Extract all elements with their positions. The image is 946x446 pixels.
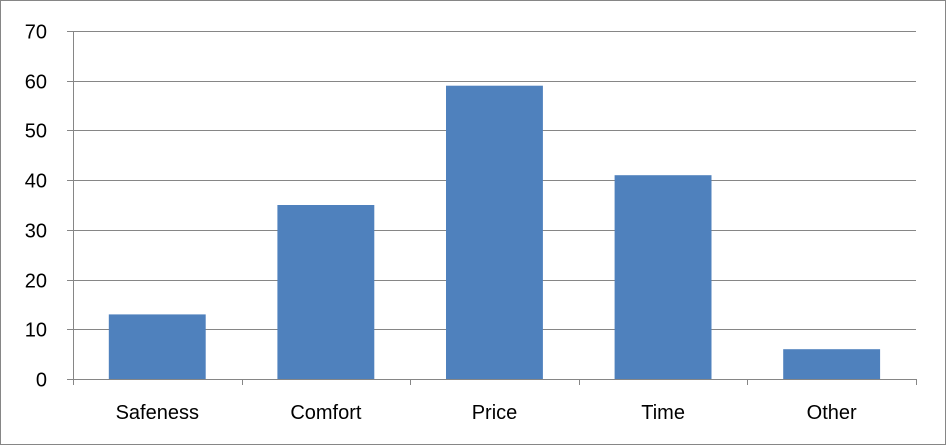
y-tick-label: 50 [25, 121, 47, 143]
bar-comfort [277, 205, 375, 379]
bar-other [783, 349, 881, 379]
x-tick-label-comfort: Comfort [290, 402, 362, 424]
y-tick-label: 20 [25, 271, 47, 293]
y-tick-label: 10 [25, 320, 47, 342]
axes [67, 31, 917, 385]
x-tick-labels: Safeness Comfort Price Time Other [116, 402, 857, 424]
y-tick-label: 60 [25, 72, 47, 94]
x-tick-label-time: Time [641, 402, 685, 424]
x-tick-label-price: Price [472, 402, 518, 424]
bar-time [614, 175, 712, 379]
x-tick-label-other: Other [807, 402, 857, 424]
bar-safeness [108, 314, 206, 379]
x-tick-label-safeness: Safeness [116, 402, 199, 424]
y-tick-label: 40 [25, 171, 47, 193]
y-tick-label: 30 [25, 221, 47, 243]
bar-price [446, 85, 543, 379]
y-tick-labels: 0 10 20 30 40 50 60 70 [25, 22, 47, 392]
bars [108, 85, 881, 379]
y-tick-label: 70 [25, 22, 47, 44]
y-tick-label: 0 [36, 370, 47, 392]
